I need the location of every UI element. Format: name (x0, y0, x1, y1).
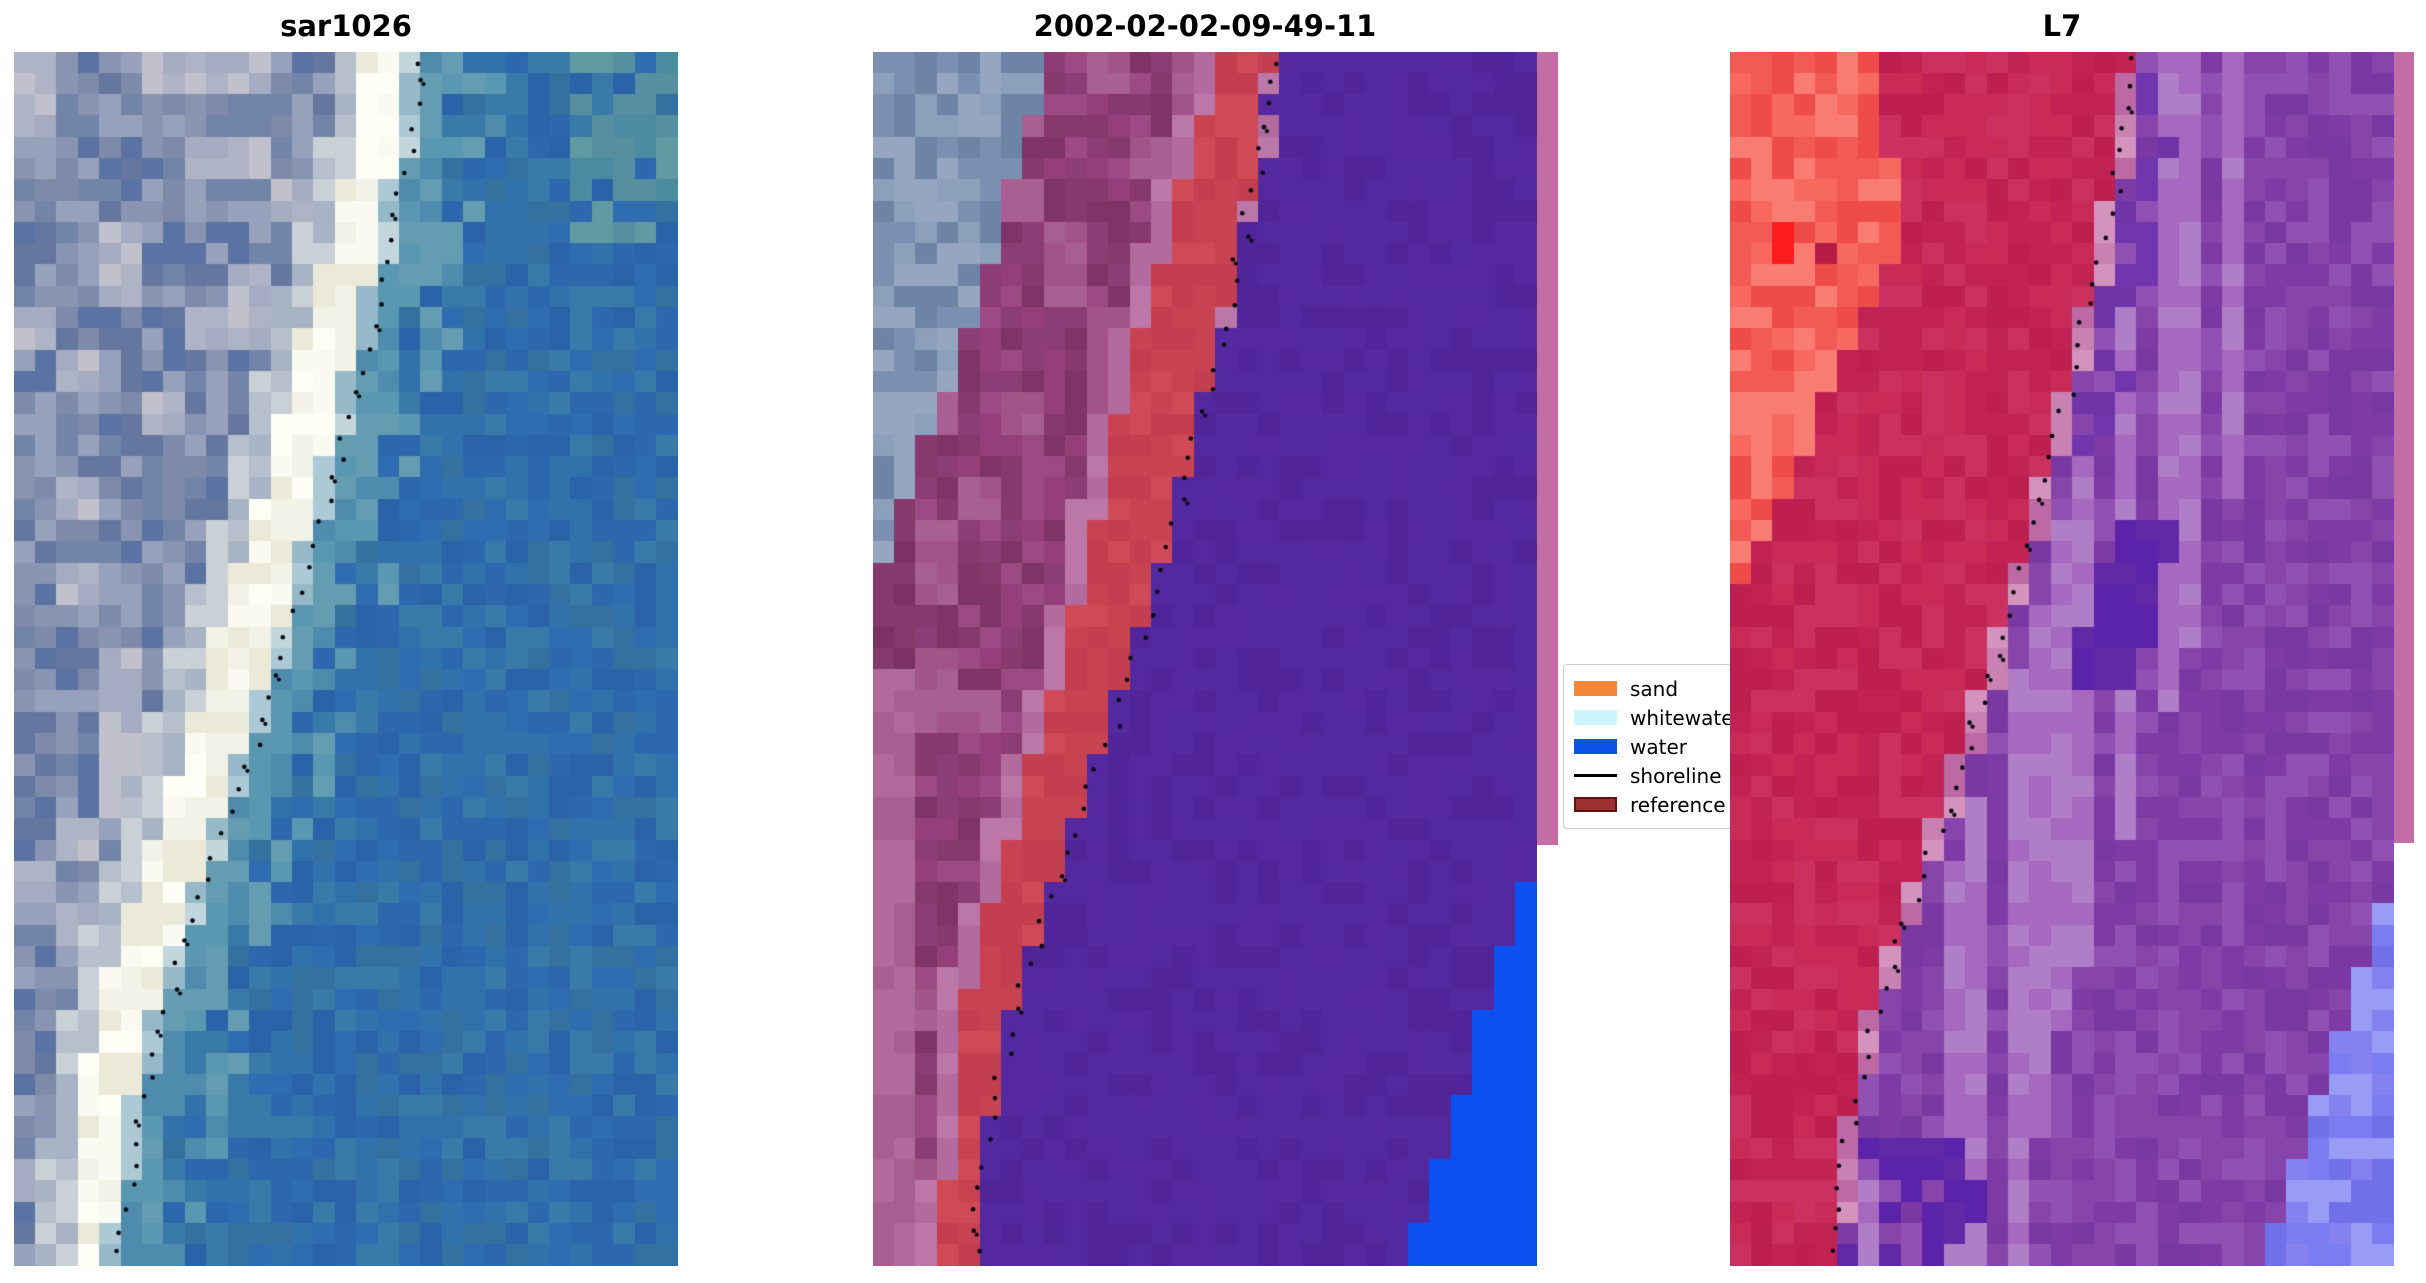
reference-swatch (1574, 797, 1617, 812)
legend-label: water (1630, 734, 1687, 759)
legend-item-shoreline: shoreline (1574, 761, 1774, 790)
sar-image-panel (14, 52, 678, 1266)
panel-title-sar: sar1026 (280, 9, 412, 43)
reference-overlay-strip-right (2394, 52, 2414, 843)
legend-label: whitewater (1630, 705, 1742, 730)
reference-overlay-strip-middle (1537, 52, 1558, 845)
panel-title-classified: 2002-02-02-09-49-11 (1033, 9, 1377, 43)
water-swatch (1574, 739, 1617, 754)
legend-item-whitewater: whitewater (1574, 703, 1774, 732)
legend-label: sand (1630, 676, 1679, 701)
whitewater-swatch (1574, 710, 1617, 725)
legend-item-reference: reference (1574, 790, 1774, 819)
legend-item-water: water (1574, 732, 1774, 761)
classified-image-panel (873, 52, 1537, 1266)
panel-title-l7: L7 (2042, 9, 2082, 43)
legend-label: shoreline (1630, 763, 1722, 788)
shoreline-line-swatch (1574, 774, 1617, 777)
sand-swatch (1574, 681, 1617, 696)
l7-image-panel (1730, 52, 2394, 1266)
legend-item-sand: sand (1574, 674, 1774, 703)
legend-label: reference (1630, 792, 1726, 817)
